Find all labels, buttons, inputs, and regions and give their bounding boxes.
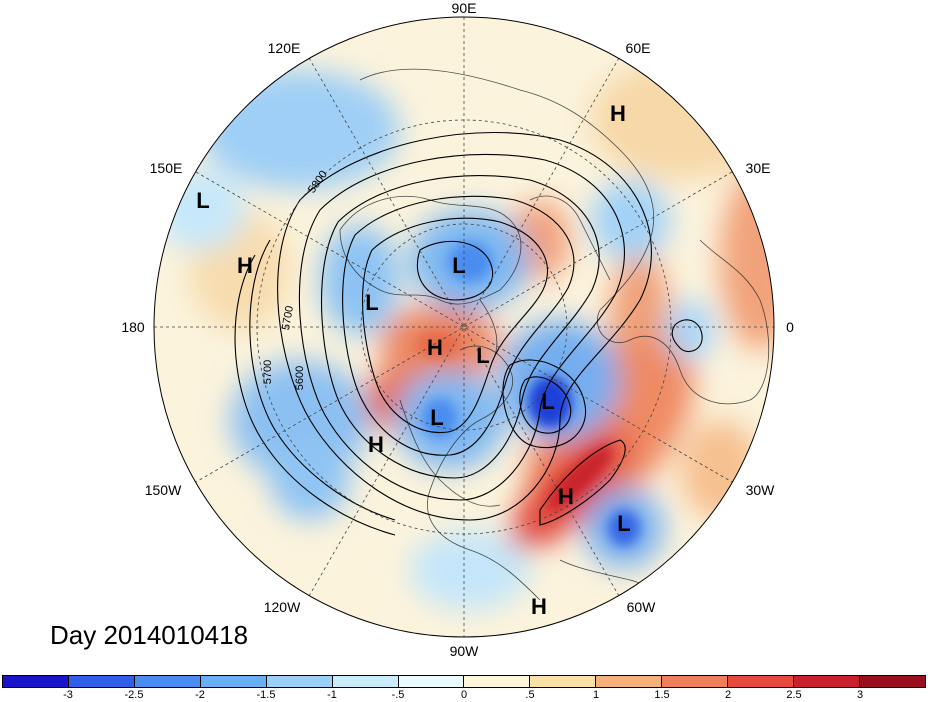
colorbar-tick-label: 3 [856, 689, 864, 701]
colorbar-tick-label: -2 [195, 689, 205, 701]
day-title: Day 2014010418 [50, 620, 249, 650]
lon-label-0: 0 [786, 319, 794, 335]
lon-label-30e: 30E [745, 160, 771, 176]
contour-label: 5700 [262, 359, 274, 385]
colorbar-tick-label: 1 [592, 689, 600, 701]
graticule [154, 17, 774, 637]
low-pressure-center: L [365, 290, 379, 315]
high-pressure-center: H [531, 594, 547, 619]
colorbar-swatch [728, 676, 795, 687]
low-pressure-center: L [430, 405, 444, 430]
lon-label-90w: 90W [449, 643, 479, 659]
lon-label-60w: 60W [626, 599, 656, 615]
colorbar-tick-label: .5 [525, 689, 535, 701]
colorbar-tick-label: 2.5 [786, 689, 802, 701]
high-pressure-center: H [610, 101, 626, 126]
high-pressure-center: H [237, 253, 253, 278]
high-pressure-center: H [368, 432, 384, 457]
lon-label-150e: 150E [149, 160, 183, 176]
low-pressure-center: L [541, 389, 555, 414]
contour-label: 5600 [294, 365, 306, 391]
low-pressure-center: L [452, 253, 466, 278]
lon-label-150w: 150W [144, 482, 182, 498]
colorbar-tick-label: -.5 [391, 689, 405, 701]
colorbar-swatch [332, 676, 399, 687]
colorbar-swatch [662, 676, 729, 687]
colorbar-tick-label: 0 [460, 689, 468, 701]
anomaly-field [154, 17, 774, 637]
colorbar-swatch [134, 676, 201, 687]
lon-label-30w: 30W [745, 482, 775, 498]
colorbar-swatch [398, 676, 465, 687]
low-pressure-center: L [476, 343, 490, 368]
colorbar-tick-label: -3 [63, 689, 73, 701]
lon-label-60e: 60E [625, 40, 651, 56]
colorbar-swatch [794, 676, 860, 687]
colorbar-swatch [596, 676, 663, 687]
colorbar-swatch [464, 676, 531, 687]
colorbar-swatch [859, 676, 925, 687]
colorbar-swatch [266, 676, 333, 687]
low-pressure-center: L [196, 188, 210, 213]
colorbar-tick-label: -1 [327, 689, 337, 701]
high-pressure-center: H [558, 484, 574, 509]
colorbar-swatch [530, 676, 597, 687]
height-contours [234, 131, 703, 536]
colorbar-tick-label: -1.5 [256, 689, 276, 701]
lon-label-90e: 90E [451, 0, 477, 16]
colorbar-tick-label: 2 [724, 689, 732, 701]
colorbar-swatch [68, 676, 135, 687]
colorbar-tick-label: -2.5 [124, 689, 144, 701]
low-pressure-center: L [617, 511, 631, 536]
colorbar-tick-label: 1.5 [654, 689, 670, 701]
colorbar-swatch [3, 676, 69, 687]
lon-label-120e: 120E [267, 40, 301, 56]
high-pressure-center: H [427, 335, 443, 360]
lon-label-180: 180 [121, 319, 145, 335]
map-boundary [153, 16, 775, 638]
lon-label-120w: 120W [263, 599, 301, 615]
colorbar [2, 675, 926, 688]
colorbar-swatch [200, 676, 267, 687]
